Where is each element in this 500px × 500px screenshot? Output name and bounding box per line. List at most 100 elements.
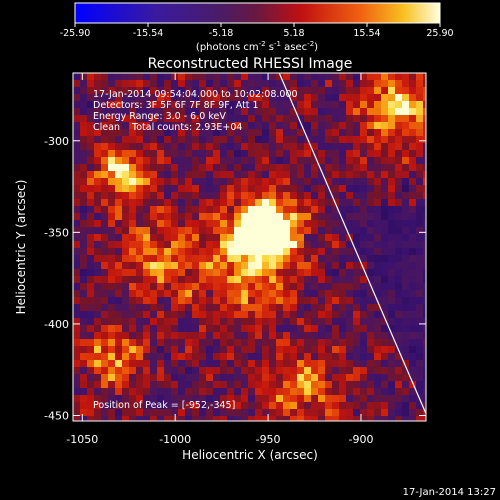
heatmap-cell bbox=[318, 255, 325, 262]
heatmap-cell bbox=[220, 185, 227, 192]
heatmap-cell bbox=[80, 367, 87, 374]
heatmap-cell bbox=[353, 171, 360, 178]
heatmap-cell bbox=[353, 290, 360, 297]
heatmap-cell bbox=[339, 192, 346, 199]
heatmap-cell bbox=[108, 178, 115, 185]
heatmap-cell bbox=[353, 311, 360, 318]
heatmap-cell bbox=[143, 150, 150, 157]
heatmap-cell bbox=[241, 171, 248, 178]
heatmap-cell bbox=[87, 199, 94, 206]
heatmap-cell bbox=[402, 367, 409, 374]
heatmap-cell bbox=[318, 353, 325, 360]
heatmap-cell bbox=[143, 108, 150, 115]
heatmap-cell bbox=[248, 353, 255, 360]
heatmap-cell bbox=[171, 325, 178, 332]
heatmap-cell bbox=[80, 290, 87, 297]
heatmap-cell bbox=[122, 276, 129, 283]
heatmap-cell bbox=[409, 409, 416, 416]
heatmap-cell bbox=[374, 171, 381, 178]
heatmap-cell bbox=[325, 136, 332, 143]
heatmap-cell bbox=[241, 311, 248, 318]
heatmap-cell bbox=[227, 101, 234, 108]
heatmap-cell bbox=[80, 332, 87, 339]
heatmap-cell bbox=[185, 234, 192, 241]
heatmap-cell bbox=[353, 269, 360, 276]
heatmap-cell bbox=[360, 325, 367, 332]
heatmap-cell bbox=[164, 171, 171, 178]
heatmap-cell bbox=[206, 157, 213, 164]
heatmap-cell bbox=[262, 164, 269, 171]
heatmap-cell bbox=[206, 206, 213, 213]
heatmap-cell bbox=[276, 241, 283, 248]
heatmap-cell bbox=[318, 346, 325, 353]
heatmap-cell bbox=[276, 360, 283, 367]
heatmap-cell bbox=[129, 283, 136, 290]
heatmap-cell bbox=[213, 115, 220, 122]
heatmap-cell bbox=[199, 374, 206, 381]
heatmap-cell bbox=[234, 283, 241, 290]
heatmap-cell bbox=[304, 360, 311, 367]
heatmap-cell bbox=[395, 150, 402, 157]
heatmap-cell bbox=[395, 185, 402, 192]
heatmap-cell bbox=[129, 241, 136, 248]
heatmap-cell bbox=[269, 346, 276, 353]
heatmap-cell bbox=[199, 290, 206, 297]
heatmap-cell bbox=[234, 311, 241, 318]
heatmap-cell bbox=[129, 164, 136, 171]
heatmap-cell bbox=[234, 360, 241, 367]
heatmap-cell bbox=[108, 192, 115, 199]
heatmap-cell bbox=[171, 206, 178, 213]
heatmap-cell bbox=[311, 381, 318, 388]
heatmap-cell bbox=[416, 241, 423, 248]
heatmap-cell bbox=[150, 150, 157, 157]
heatmap-cell bbox=[115, 332, 122, 339]
heatmap-cell bbox=[248, 115, 255, 122]
heatmap-cell bbox=[164, 269, 171, 276]
heatmap-cell bbox=[402, 157, 409, 164]
heatmap-cell bbox=[304, 122, 311, 129]
heatmap-cell bbox=[220, 227, 227, 234]
heatmap-cell bbox=[402, 185, 409, 192]
heatmap-cell bbox=[346, 241, 353, 248]
heatmap-cell bbox=[171, 374, 178, 381]
heatmap-cell bbox=[346, 185, 353, 192]
heatmap-cell bbox=[409, 143, 416, 150]
heatmap-cell bbox=[248, 395, 255, 402]
heatmap-cell bbox=[157, 213, 164, 220]
heatmap-cell bbox=[332, 409, 339, 416]
heatmap-cell bbox=[395, 80, 402, 87]
heatmap-cell bbox=[262, 339, 269, 346]
heatmap-cell bbox=[423, 164, 426, 171]
heatmap-cell bbox=[108, 171, 115, 178]
heatmap-cell bbox=[297, 241, 304, 248]
heatmap-cell bbox=[220, 353, 227, 360]
heatmap-cell bbox=[199, 108, 206, 115]
heatmap-cell bbox=[262, 122, 269, 129]
heatmap-cell bbox=[178, 388, 185, 395]
heatmap-cell bbox=[374, 325, 381, 332]
heatmap-cell bbox=[367, 276, 374, 283]
heatmap-cell bbox=[381, 206, 388, 213]
heatmap-cell bbox=[374, 241, 381, 248]
heatmap-cell bbox=[241, 157, 248, 164]
heatmap-cell bbox=[367, 311, 374, 318]
heatmap-cell bbox=[129, 318, 136, 325]
heatmap-cell bbox=[255, 318, 262, 325]
heatmap-cell bbox=[248, 269, 255, 276]
heatmap-cell bbox=[290, 374, 297, 381]
heatmap-cell bbox=[304, 80, 311, 87]
heatmap-cell bbox=[423, 192, 426, 199]
heatmap-cell bbox=[80, 318, 87, 325]
heatmap-cell bbox=[80, 94, 87, 101]
heatmap-cell bbox=[129, 220, 136, 227]
heatmap-cell bbox=[255, 367, 262, 374]
heatmap-cell bbox=[262, 241, 269, 248]
heatmap-cell bbox=[192, 304, 199, 311]
heatmap-cell bbox=[381, 164, 388, 171]
heatmap-cell bbox=[178, 395, 185, 402]
heatmap-cell bbox=[388, 416, 395, 421]
heatmap-cell bbox=[241, 360, 248, 367]
heatmap-cell bbox=[381, 87, 388, 94]
heatmap-cell bbox=[325, 297, 332, 304]
heatmap-cell bbox=[171, 227, 178, 234]
